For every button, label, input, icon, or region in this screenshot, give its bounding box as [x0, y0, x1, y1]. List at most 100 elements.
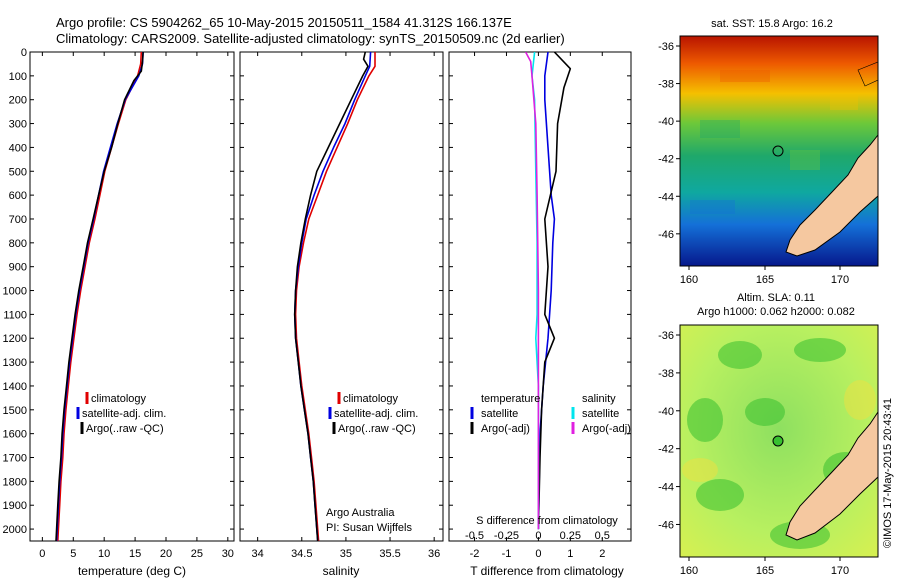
- sla-map-frame: [679, 324, 879, 558]
- series-line-argo-raw-qc-: [293, 52, 369, 541]
- series-line-climatology: [294, 52, 376, 541]
- salinity-legend: climatology satellite-adj. clim. Argo(..…: [326, 392, 418, 534]
- sla-map: [679, 324, 879, 558]
- latitude-tick-label: -46: [658, 519, 674, 531]
- sla-map-title-line2: Argo h1000: 0.062 h2000: 0.082: [697, 306, 855, 318]
- salinity-tick-label: 34.5: [291, 548, 312, 560]
- imos-credit: ©IMOS 17-May-2015 20:43:41: [882, 398, 894, 548]
- depth-tick-label: 700: [9, 214, 27, 226]
- s-difference-tick-label: 0.25: [560, 530, 581, 542]
- difference-series: [524, 52, 572, 530]
- salinity-tick-label: 36: [428, 548, 440, 560]
- longitude-tick-label: 165: [756, 274, 774, 286]
- depth-tick-label: 1900: [3, 500, 27, 512]
- depth-tick-label: 1300: [3, 357, 27, 369]
- depth-tick-label: 1000: [3, 286, 27, 298]
- depth-tick-label: 1100: [3, 309, 27, 321]
- difference-legend: temperature satellite Argo(-adj) salinit…: [470, 393, 631, 435]
- longitude-tick-label: 170: [831, 274, 849, 286]
- sst-map-axes: -36 -38 -40 -42 -44 -46 160 165 170: [658, 41, 849, 286]
- latitude-tick-label: -42: [658, 444, 674, 456]
- legend-temperature-title: temperature: [481, 393, 540, 405]
- temperature-axis-label: temperature (deg C): [78, 564, 186, 578]
- series-line-salinity-argo-adj-: [524, 52, 540, 530]
- south-island-landmass: [785, 133, 879, 257]
- latitude-tick-label: -38: [658, 79, 674, 91]
- latitude-tick-label: -46: [658, 229, 674, 241]
- temperature-tick-label: 25: [191, 548, 203, 560]
- s-difference-tick-label: -0.25: [494, 530, 519, 542]
- temperature-series: [55, 52, 144, 541]
- latitude-tick-label: -36: [658, 330, 674, 342]
- t-difference-tick-label: 1: [567, 548, 573, 560]
- salinity-panel-frame: [239, 51, 444, 542]
- legend-climatology-label: climatology: [91, 393, 147, 405]
- depth-tick-label: 200: [9, 95, 27, 107]
- depth-tick-label: 600: [9, 190, 27, 202]
- sla-map-axes: -36 -38 -40 -42 -44 -46 160 165 170: [658, 330, 849, 577]
- depth-tick-label: 1600: [3, 429, 27, 441]
- depth-tick-label: 1800: [3, 476, 27, 488]
- salinity-tick-label: 34: [252, 548, 264, 560]
- depth-tick-label: 300: [9, 119, 27, 131]
- temperature-legend: climatology satellite-adj. clim. Argo(..…: [76, 392, 166, 435]
- salinity-series: [293, 52, 376, 541]
- sla-map-title-line1: Altim. SLA: 0.11: [737, 292, 815, 304]
- temperature-axis: 0 5 10 15 20 25 30: [39, 52, 234, 560]
- t-difference-tick-label: -2: [470, 548, 480, 560]
- salinity-axis-label: salinity: [323, 564, 360, 578]
- figure-title-line1: Argo profile: CS 5904262_65 10-May-2015 …: [56, 15, 512, 30]
- legend-s-satellite-label: satellite: [582, 408, 619, 420]
- legend-argo-label: Argo(..raw -QC): [338, 423, 416, 435]
- sst-map-title: sat. SST: 15.8 Argo: 16.2: [711, 18, 833, 30]
- depth-tick-label: 1700: [3, 453, 27, 465]
- difference-axis: -2 -1 0 1 2 -0.5 -0.25 0 0.25 0.5: [465, 52, 610, 560]
- series-line-argo-raw-qc-: [55, 52, 144, 541]
- argo-australia-note: Argo Australia: [326, 507, 395, 519]
- salinity-tick-label: 35: [340, 548, 352, 560]
- latitude-tick-label: -38: [658, 368, 674, 380]
- salinity-tick-label: 35.5: [379, 548, 400, 560]
- temperature-tick-label: 30: [222, 548, 234, 560]
- s-difference-tick-label: 0.5: [595, 530, 610, 542]
- legend-t-satellite-label: satellite: [481, 408, 518, 420]
- latitude-tick-label: -44: [658, 191, 674, 203]
- t-difference-tick-label: 0: [535, 548, 541, 560]
- s-difference-axis-label: S difference from climatology: [476, 515, 618, 527]
- temperature-tick-label: 10: [98, 548, 110, 560]
- depth-tick-label: 0: [21, 47, 27, 59]
- longitude-tick-label: 160: [680, 565, 698, 577]
- temperature-tick-label: 5: [70, 548, 76, 560]
- latitude-tick-label: -44: [658, 482, 674, 494]
- depth-tick-label: 1400: [3, 381, 27, 393]
- argo-float-marker: [772, 145, 784, 157]
- temperature-panel-frame: [29, 51, 235, 542]
- t-difference-tick-label: 2: [599, 548, 605, 560]
- temperature-tick-label: 0: [39, 548, 45, 560]
- legend-t-argo-label: Argo(-adj): [481, 423, 530, 435]
- longitude-tick-label: 160: [680, 274, 698, 286]
- latitude-tick-label: -40: [658, 406, 674, 418]
- legend-climatology-label: climatology: [343, 393, 399, 405]
- latitude-tick-label: -42: [658, 154, 674, 166]
- legend-satellite-label: satellite-adj. clim.: [82, 408, 166, 420]
- t-difference-tick-label: -1: [502, 548, 512, 560]
- latitude-tick-label: -36: [658, 41, 674, 53]
- depth-tick-label: 900: [9, 262, 27, 274]
- depth-tick-label: 500: [9, 166, 27, 178]
- depth-tick-label: 400: [9, 142, 27, 154]
- longitude-tick-label: 165: [756, 565, 774, 577]
- legend-satellite-label: satellite-adj. clim.: [334, 408, 418, 420]
- pi-name-note: PI: Susan Wijffels: [326, 522, 412, 534]
- temperature-tick-label: 15: [129, 548, 141, 560]
- series-line-temperature-argo-adj-: [537, 52, 572, 530]
- legend-argo-label: Argo(..raw -QC): [86, 423, 164, 435]
- legend-s-argo-label: Argo(-adj): [582, 423, 631, 435]
- depth-tick-label: 100: [9, 71, 27, 83]
- depth-tick-label: 800: [9, 238, 27, 250]
- depth-tick-label: 1200: [3, 333, 27, 345]
- sst-map-frame: [679, 35, 879, 267]
- t-difference-axis-label: T difference from climatology: [470, 564, 624, 578]
